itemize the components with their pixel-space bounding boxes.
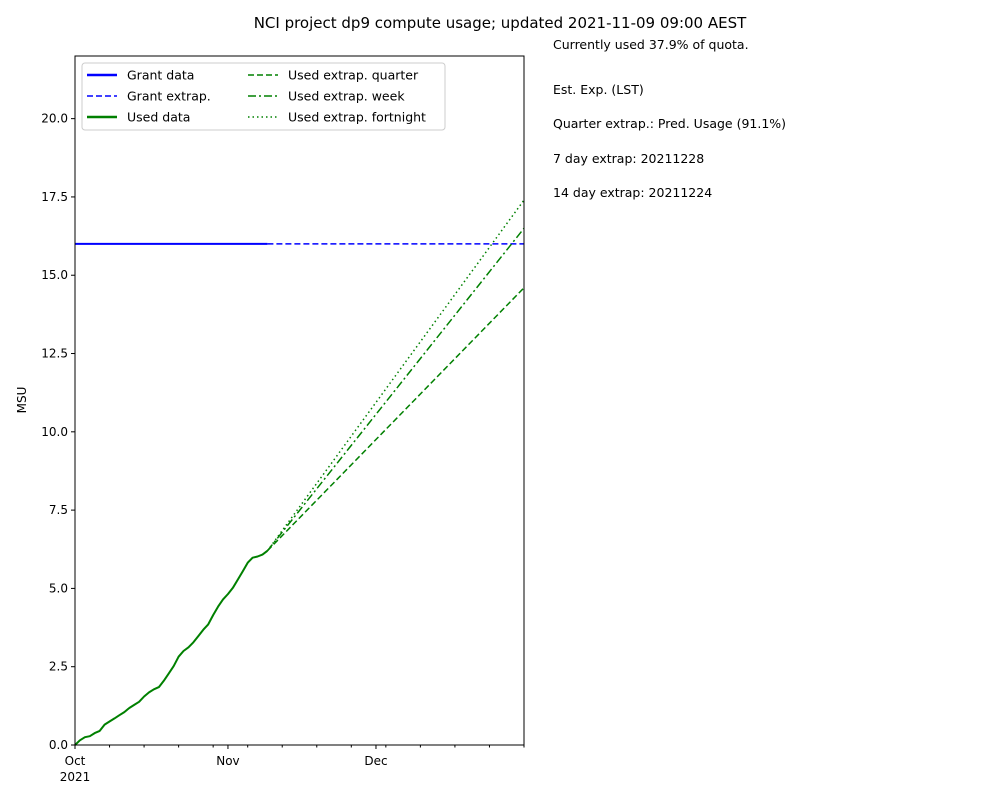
x-tick-label-2: Dec [364, 754, 387, 768]
y-axis-label: MSU [15, 387, 29, 414]
x-tick-sublabel-0: 2021 [60, 770, 91, 784]
x-tick-label-1: Nov [216, 754, 239, 768]
side-annotation-2: Quarter extrap.: Pred. Usage (91.1%) [553, 116, 786, 131]
chart-title: NCI project dp9 compute usage; updated 2… [254, 14, 747, 32]
plot-lines [74, 199, 525, 746]
y-tick-label-8: 20.0 [41, 112, 68, 126]
side-annotation-0: Currently used 37.9% of quota. [553, 37, 749, 52]
legend-label-1: Grant extrap. [127, 89, 211, 104]
y-tick-label-6: 15.0 [41, 268, 68, 282]
y-tick-label-0: 0.0 [49, 738, 68, 752]
y-axis: 0.0 2.5 5.0 7.5 10.0 12.5 15.0 17.5 20.0 [41, 112, 75, 752]
y-tick-label-1: 2.5 [49, 660, 68, 674]
legend-label-2: Used data [127, 110, 190, 125]
legend-label-0: Grant data [127, 68, 194, 83]
side-annotations: Currently used 37.9% of quota. Est. Exp. … [553, 37, 786, 200]
series-line-3 [266, 287, 525, 552]
series-line-5 [266, 199, 525, 552]
legend-frame [81, 62, 446, 131]
side-annotation-4: 14 day extrap: 20211224 [553, 185, 712, 200]
y-tick-label-2: 5.0 [49, 581, 68, 595]
side-annotation-3: 7 day extrap: 20211228 [553, 151, 704, 166]
x-tick-label-0: Oct [65, 754, 86, 768]
series-line-4 [266, 227, 525, 552]
y-tick-label-5: 12.5 [41, 347, 68, 361]
y-tick-label-7: 17.5 [41, 190, 68, 204]
side-annotation-1: Est. Exp. (LST) [553, 82, 644, 97]
legend: Grant data Grant extrap. Used data Used ext… [81, 62, 446, 131]
series-line-2 [74, 550, 269, 746]
y-tick-label-4: 10.0 [41, 425, 68, 439]
legend-label-5: Used extrap. fortnight [288, 110, 426, 125]
legend-label-4: Used extrap. week [288, 89, 405, 104]
legend-label-3: Used extrap. quarter [288, 68, 419, 83]
y-tick-label-3: 7.5 [49, 503, 68, 517]
x-axis: Oct 2021 Nov Dec [60, 745, 525, 784]
plot-frame [74, 55, 525, 746]
